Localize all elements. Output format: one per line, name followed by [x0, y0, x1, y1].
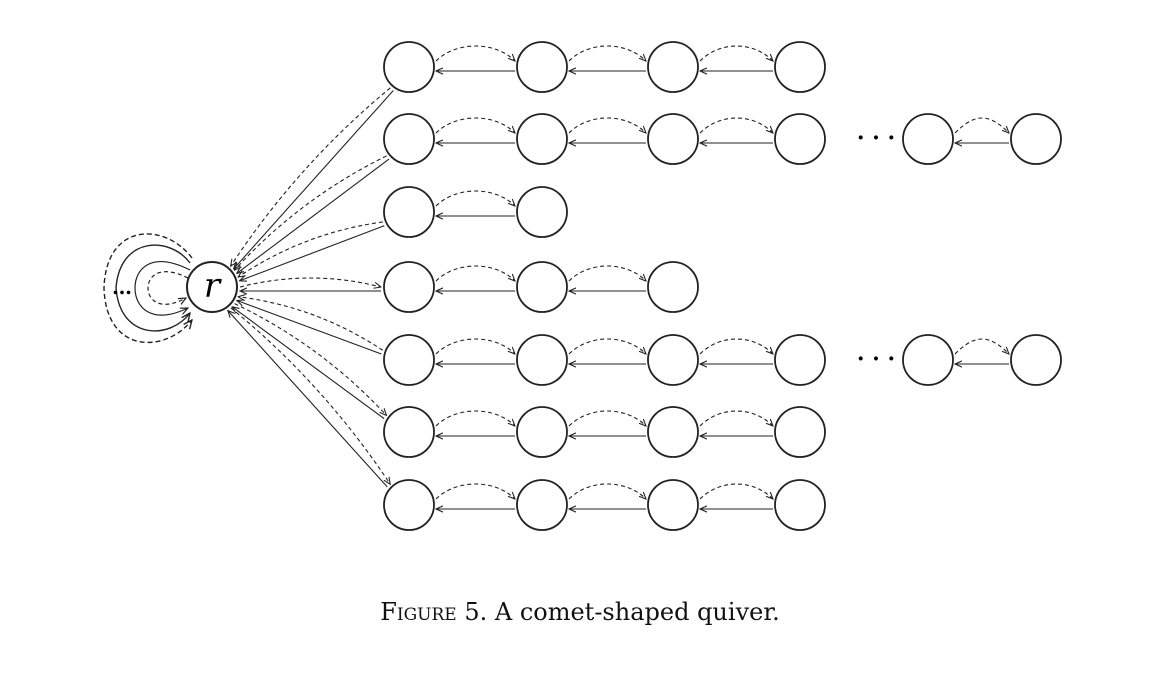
chain-2: · · · — [383, 113, 1062, 165]
loop-dashed-inner — [147, 271, 189, 305]
chain-arrow-forward — [568, 338, 646, 354]
root-arrow-dashed — [231, 87, 391, 266]
root-arrow-solid — [228, 310, 388, 488]
root-arrow-dashed — [230, 307, 390, 484]
chain-6 — [383, 406, 826, 458]
root-node: r — [186, 261, 238, 313]
chain-node — [647, 406, 699, 458]
chain-arrow-forward — [699, 338, 773, 354]
loop-ellipsis: … — [112, 275, 132, 299]
chain-node — [902, 334, 954, 386]
chain-arrow-forward — [568, 45, 646, 61]
root-loops — [103, 233, 192, 344]
chain-arrow-forward — [435, 190, 515, 206]
chain-arrow-forward — [699, 45, 773, 61]
chain-node — [774, 479, 826, 531]
chain-arrow-forward — [699, 410, 773, 426]
figure-caption: Figure 5. A comet-shaped quiver. — [0, 598, 1160, 626]
root-arrow-dashed — [234, 155, 387, 270]
chain-arrow-forward — [435, 483, 515, 499]
root-arrow-dashed — [234, 303, 387, 416]
chain-node — [383, 113, 435, 165]
chain-arrow-forward — [568, 117, 646, 133]
chain-arrow-forward — [435, 265, 515, 281]
caption-text: A comet-shaped quiver. — [494, 598, 780, 626]
root-arrow-dashed — [239, 277, 381, 287]
chain-arrow-forward — [568, 483, 646, 499]
root-arrow-solid — [240, 225, 385, 281]
root-arrow-solid — [232, 307, 385, 420]
chain-node — [902, 113, 954, 165]
chain-4 — [383, 261, 699, 313]
root-label: r — [204, 266, 222, 306]
chain-ellipsis: · · · — [857, 346, 895, 372]
chain-node — [516, 334, 568, 386]
chain-node — [647, 113, 699, 165]
chain-arrow-forward — [699, 117, 773, 133]
chain-node — [516, 479, 568, 531]
loop-solid-inner — [134, 261, 191, 316]
chain-node — [647, 41, 699, 93]
chain-node — [516, 113, 568, 165]
chain-ellipsis: · · · — [857, 125, 895, 151]
loop-solid-outer — [115, 244, 190, 332]
root-arrow-dashed — [238, 297, 384, 351]
chain-node — [774, 41, 826, 93]
chain-arrow-forward — [568, 265, 646, 281]
chain-node — [1010, 334, 1062, 386]
chain-arrow-forward — [699, 483, 773, 499]
chains: · · · · · · — [383, 41, 1062, 531]
chain-node — [774, 406, 826, 458]
chain-arrow-forward — [435, 338, 515, 354]
root-links — [228, 87, 394, 488]
chain-3 — [383, 186, 568, 238]
comet-quiver-diagram: … r · · · · · · — [103, 41, 1062, 531]
root-arrow-solid — [237, 300, 382, 355]
chain-node — [383, 261, 435, 313]
chain-7 — [383, 479, 826, 531]
chain-node — [383, 41, 435, 93]
chain-node — [516, 41, 568, 93]
chain-node — [774, 113, 826, 165]
chain-node — [647, 261, 699, 313]
chain-arrow-forward — [435, 410, 515, 426]
chain-node — [647, 479, 699, 531]
chain-arrow-forward — [954, 117, 1009, 133]
root-arrow-solid — [237, 158, 390, 273]
chain-node — [516, 186, 568, 238]
chain-node — [383, 406, 435, 458]
chain-node — [1010, 113, 1062, 165]
root-arrow-dashed — [238, 221, 383, 277]
chain-node — [383, 186, 435, 238]
chain-node — [516, 261, 568, 313]
root-arrow-solid — [234, 90, 394, 269]
chain-arrow-forward — [568, 410, 646, 426]
caption-label: Figure 5. — [380, 598, 488, 626]
chain-node — [774, 334, 826, 386]
chain-arrow-forward — [435, 117, 515, 133]
chain-1 — [383, 41, 826, 93]
chain-5: · · · — [383, 334, 1062, 386]
chain-arrow-forward — [954, 338, 1009, 354]
chain-arrow-forward — [435, 45, 515, 61]
chain-node — [516, 406, 568, 458]
chain-node — [383, 479, 435, 531]
chain-node — [383, 334, 435, 386]
chain-node — [647, 334, 699, 386]
loop-dashed-outer — [103, 233, 192, 344]
